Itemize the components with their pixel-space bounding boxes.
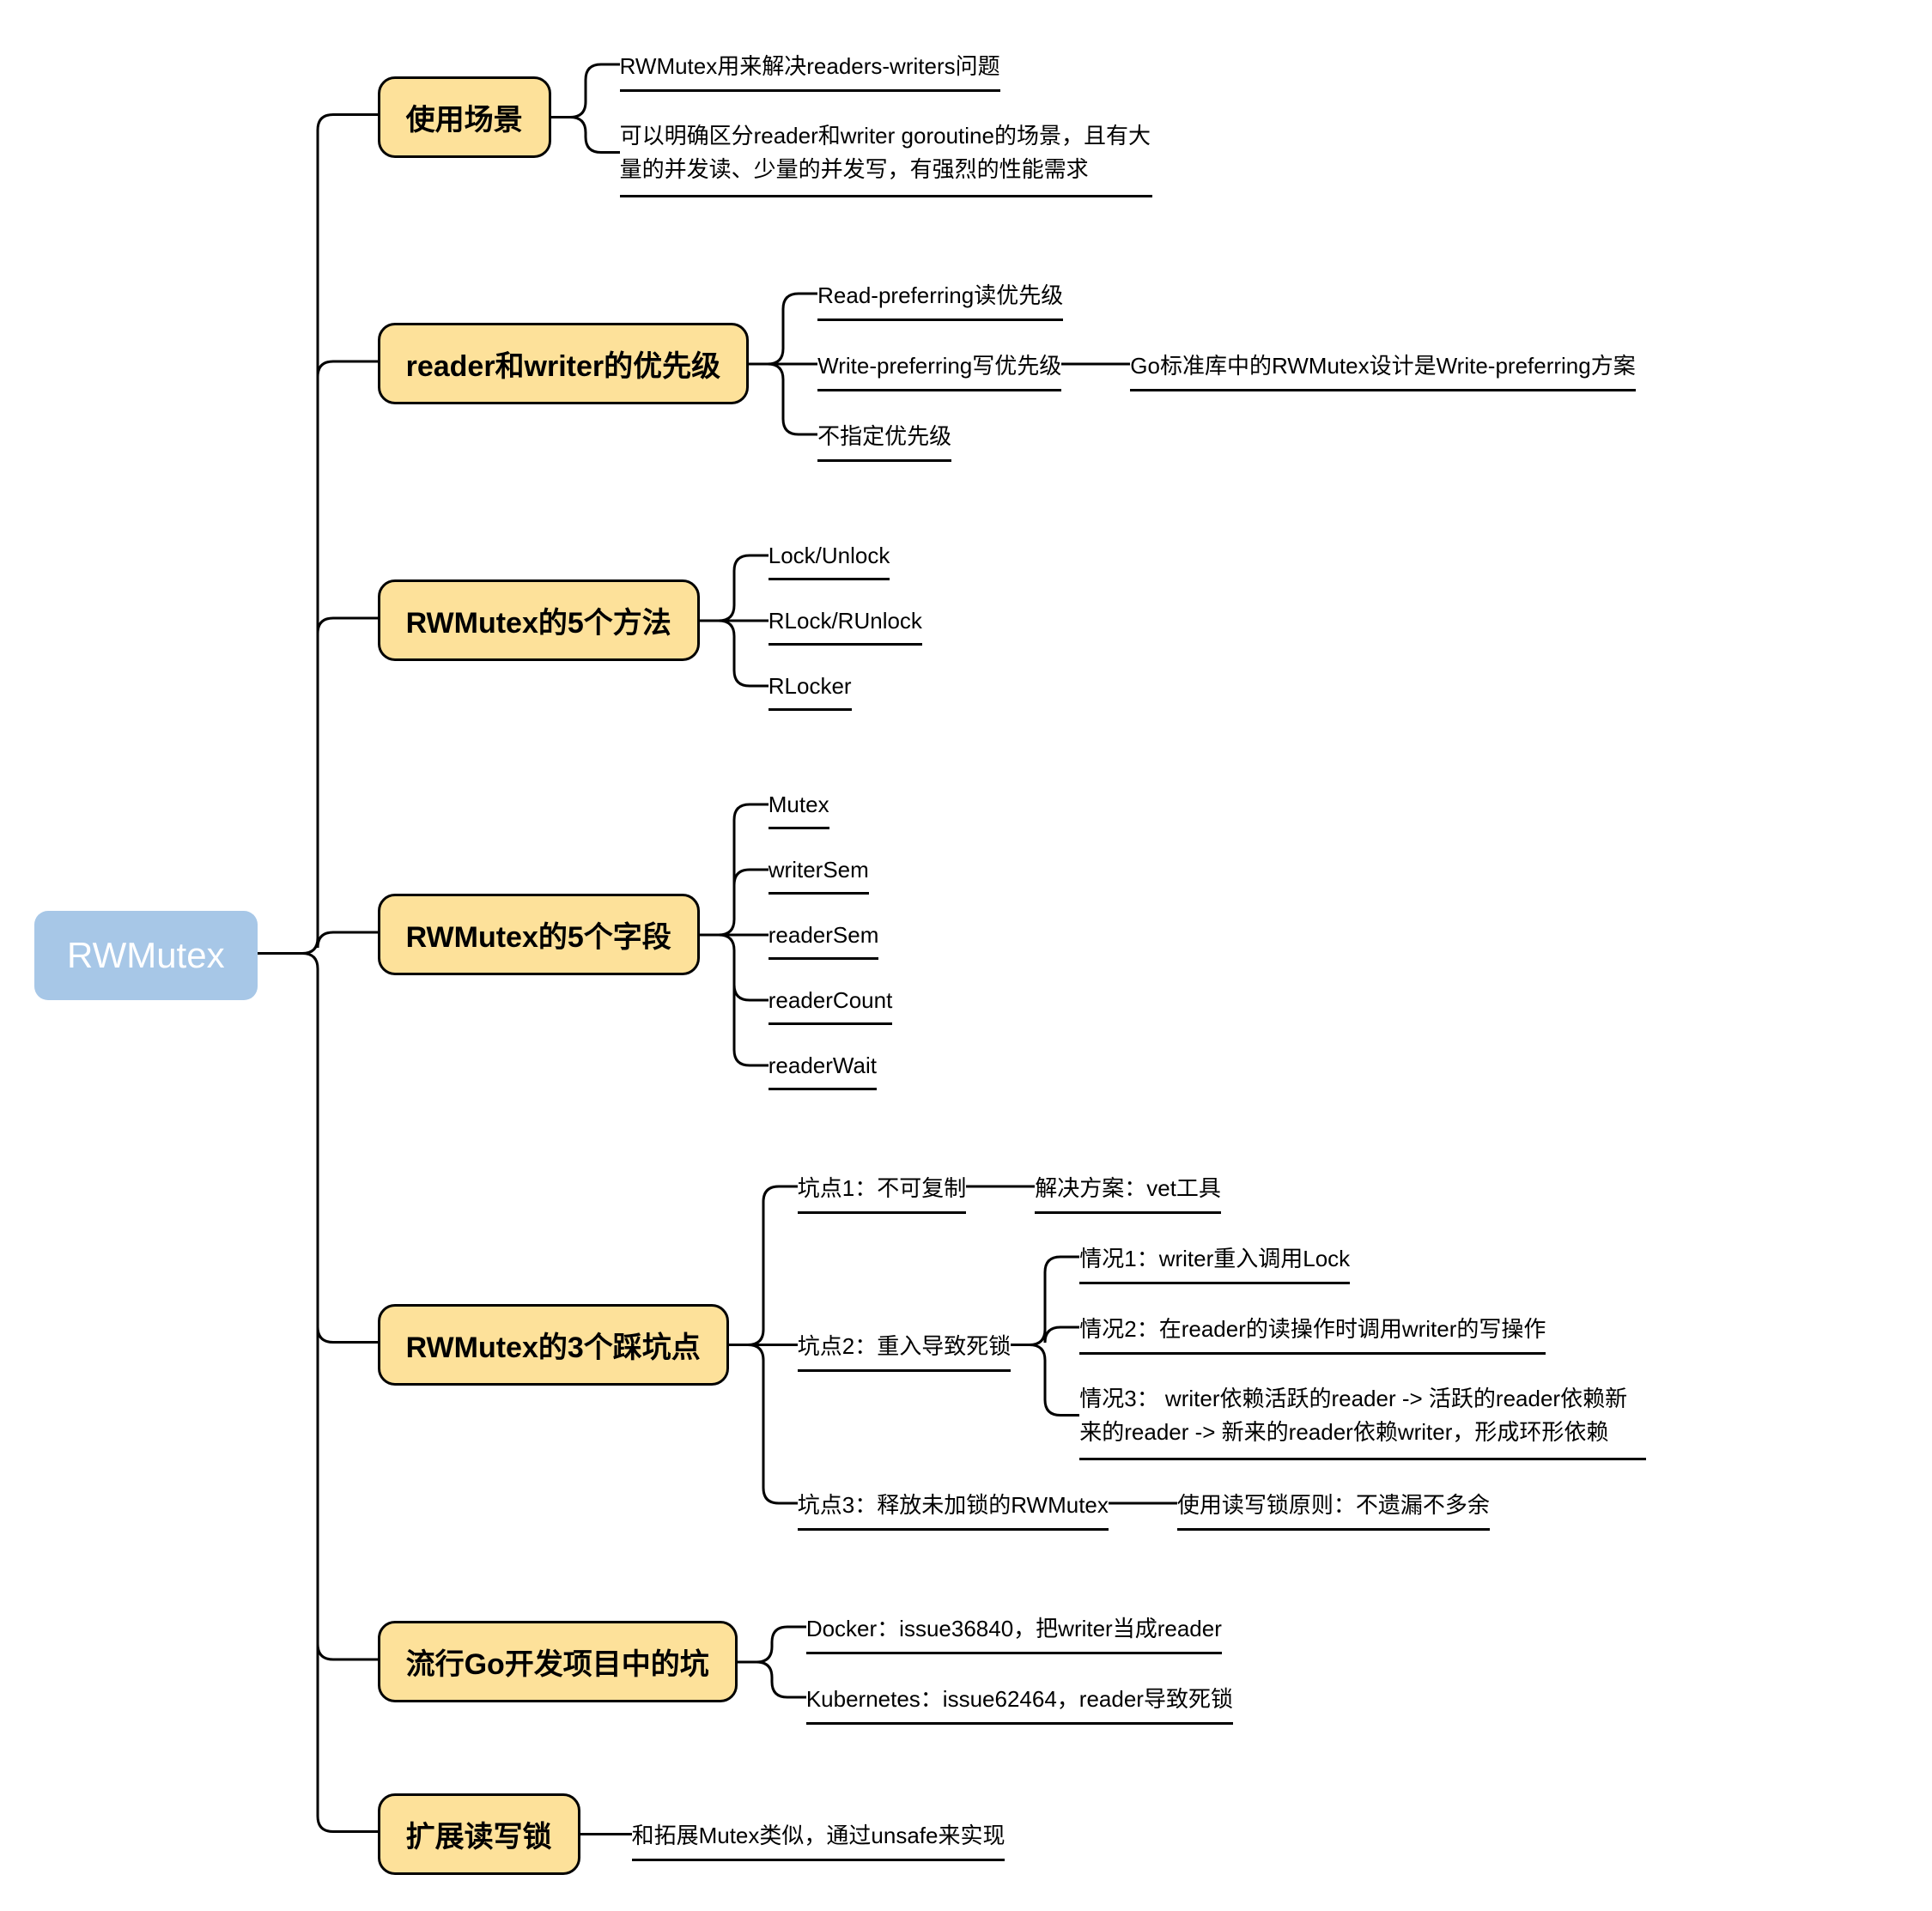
- leaf-row: 坑点1：不可复制 解决方案：vet工具: [798, 1159, 1646, 1214]
- topic-node: RWMutex的5个字段: [378, 894, 700, 975]
- topic-bracket-wrap: RWMutex用来解决readers-writers问题可以明确区分reader…: [551, 37, 1152, 197]
- leaf-row: Read-preferring读优先级: [817, 266, 1636, 321]
- connector-bracket: [1109, 1476, 1177, 1531]
- topic-node: 扩展读写锁: [378, 1793, 580, 1875]
- leaf-node: readerSem: [769, 910, 879, 960]
- connector-bracket: [1011, 1229, 1079, 1460]
- sub-stack: 解决方案：vet工具: [1035, 1159, 1221, 1214]
- sub-bracket-wrap: 解决方案：vet工具: [966, 1159, 1221, 1214]
- leaf-node: Lock/Unlock: [769, 531, 890, 580]
- leaf-row: Write-preferring写优先级 Go标准库中的RWMutex设计是Wri…: [817, 337, 1636, 391]
- topic-bracket-wrap: 坑点1：不可复制 解决方案：vet工具坑点2：重入导致死锁 情况1：writer重入…: [729, 1159, 1646, 1531]
- leaf-row: RLock/RUnlock: [769, 596, 922, 646]
- leaf-node: 和拓展Mutex类似，通过unsafe来实现: [632, 1806, 1005, 1861]
- leaf-row: 可以明确区分reader和writer goroutine的场景，且有大量的并发…: [620, 107, 1152, 197]
- connector-bracket: [1061, 337, 1130, 391]
- leaf-node: writerSem: [769, 845, 869, 895]
- leaf-stack: 坑点1：不可复制 解决方案：vet工具坑点2：重入导致死锁 情况1：writer重入…: [798, 1159, 1646, 1531]
- branch-row: RWMutex的5个方法 Lock/Unlock RLock/RUnlock RLoc…: [378, 531, 1647, 711]
- topic-bracket-wrap: Mutex writerSem readerSem readerCount reader…: [700, 780, 893, 1090]
- leaf-node: readerCount: [769, 975, 893, 1025]
- leaf-node: Write-preferring写优先级: [817, 337, 1061, 391]
- topic-node: RWMutex的5个方法: [378, 579, 700, 661]
- leaf-node: 不指定优先级: [817, 407, 951, 462]
- sub-bracket-wrap: 情况1：writer重入调用Lock 情况2：在reader的读操作时调用writ…: [1011, 1229, 1646, 1460]
- leaf-row: RLocker: [769, 661, 922, 711]
- mindmap-root-container: RWMutex 使用场景 RWMutex用来解决readers-writers问题…: [34, 34, 1898, 1877]
- leaf-row: Kubernetes：issue62464，reader导致死锁: [806, 1670, 1233, 1725]
- leaf-node: 坑点2：重入导致死锁: [798, 1317, 1011, 1372]
- sub-stack: 情况1：writer重入调用Lock 情况2：在reader的读操作时调用writ…: [1079, 1229, 1646, 1460]
- leaf-node: 坑点1：不可复制: [798, 1159, 966, 1214]
- leaf-node: Kubernetes：issue62464，reader导致死锁: [806, 1670, 1233, 1725]
- leaf-row: 情况2：在reader的读操作时调用writer的写操作: [1079, 1300, 1646, 1355]
- leaf-row: Docker：issue36840，把writer当成reader: [806, 1599, 1233, 1654]
- leaf-node: 使用读写锁原则：不遗漏不多余: [1177, 1476, 1490, 1531]
- sub-bracket-wrap: Go标准库中的RWMutex设计是Write-preferring方案: [1061, 337, 1635, 391]
- leaf-row: 坑点3：释放未加锁的RWMutex 使用读写锁原则：不遗漏不多余: [798, 1476, 1646, 1531]
- branch-row: 扩展读写锁和拓展Mutex类似，通过unsafe来实现: [378, 1793, 1647, 1875]
- leaf-row: Mutex: [769, 780, 893, 829]
- leaf-node: 情况3： writer依赖活跃的reader -> 活跃的reader依赖新来的…: [1079, 1370, 1646, 1460]
- leaf-node: readerWait: [769, 1040, 877, 1090]
- topic-node: 流行Go开发项目中的坑: [378, 1621, 738, 1702]
- topic-node: reader和writer的优先级: [378, 323, 750, 404]
- leaf-stack: Read-preferring读优先级 Write-preferring写优先级 G…: [817, 266, 1636, 462]
- topic-bracket-wrap: Lock/Unlock RLock/RUnlock RLocker: [700, 531, 922, 711]
- topic-bracket-wrap: Read-preferring读优先级 Write-preferring写优先级 G…: [749, 266, 1636, 462]
- leaf-node: Docker：issue36840，把writer当成reader: [806, 1599, 1222, 1654]
- leaf-row: 不指定优先级: [817, 407, 1636, 462]
- leaf-node: 情况1：writer重入调用Lock: [1079, 1229, 1350, 1284]
- leaf-node: Mutex: [769, 780, 829, 829]
- connector-bracket: [551, 37, 620, 197]
- topic-bracket-wrap: Docker：issue36840，把writer当成reader Kuberne…: [738, 1599, 1233, 1725]
- topic-node: 使用场景: [378, 76, 551, 158]
- branch-row: reader和writer的优先级 Read-preferring读优先级 Writ…: [378, 266, 1647, 462]
- leaf-node: 解决方案：vet工具: [1035, 1159, 1221, 1214]
- connector-line: [580, 1833, 632, 1835]
- connector-bracket: [700, 780, 769, 1090]
- leaf-stack: Lock/Unlock RLock/RUnlock RLocker: [769, 531, 922, 711]
- leaf-node: 可以明确区分reader和writer goroutine的场景，且有大量的并发…: [620, 107, 1152, 197]
- connector-bracket: [258, 34, 378, 1872]
- leaf-node: RLocker: [769, 661, 852, 711]
- leaf-node: Go标准库中的RWMutex设计是Write-preferring方案: [1130, 337, 1635, 391]
- leaf-row: 情况1：writer重入调用Lock: [1079, 1229, 1646, 1284]
- branches-container: 使用场景 RWMutex用来解决readers-writers问题可以明确区分re…: [378, 37, 1647, 1875]
- leaf-row: readerCount: [769, 975, 893, 1025]
- leaf-stack: Docker：issue36840，把writer当成reader Kuberne…: [806, 1599, 1233, 1725]
- leaf-stack: Mutex writerSem readerSem readerCount reader…: [769, 780, 893, 1090]
- sub-stack: 使用读写锁原则：不遗漏不多余: [1177, 1476, 1490, 1531]
- root-bracket: [258, 34, 378, 1877]
- leaf-node: Read-preferring读优先级: [817, 266, 1063, 321]
- leaf-row: 解决方案：vet工具: [1035, 1159, 1221, 1214]
- connector-bracket: [729, 1159, 798, 1531]
- leaf-row: readerWait: [769, 1040, 893, 1090]
- leaf-row: readerSem: [769, 910, 893, 960]
- sub-stack: Go标准库中的RWMutex设计是Write-preferring方案: [1130, 337, 1635, 391]
- branch-row: RWMutex的3个踩坑点 坑点1：不可复制 解决方案：vet工具坑点2：重入导致死…: [378, 1159, 1647, 1531]
- leaf-row: 使用读写锁原则：不遗漏不多余: [1177, 1476, 1490, 1531]
- branch-row: 使用场景 RWMutex用来解决readers-writers问题可以明确区分re…: [378, 37, 1647, 197]
- connector-bracket: [749, 266, 817, 462]
- branch-row: RWMutex的5个字段 Mutex writerSem readerSem reade…: [378, 780, 1647, 1090]
- connector-bracket: [738, 1599, 806, 1725]
- leaf-node: 情况2：在reader的读操作时调用writer的写操作: [1079, 1300, 1546, 1355]
- connector-bracket: [700, 531, 769, 711]
- root-node: RWMutex: [34, 911, 258, 1000]
- leaf-row: writerSem: [769, 845, 893, 895]
- leaf-node: RLock/RUnlock: [769, 596, 922, 646]
- sub-bracket-wrap: 使用读写锁原则：不遗漏不多余: [1109, 1476, 1490, 1531]
- leaf-node: 坑点3：释放未加锁的RWMutex: [798, 1476, 1109, 1531]
- leaf-row: Go标准库中的RWMutex设计是Write-preferring方案: [1130, 337, 1635, 391]
- leaf-row: 坑点2：重入导致死锁 情况1：writer重入调用Lock 情况2：在reader的…: [798, 1229, 1646, 1460]
- connector-bracket: [966, 1159, 1035, 1214]
- leaf-row: Lock/Unlock: [769, 531, 922, 580]
- topic-node: RWMutex的3个踩坑点: [378, 1304, 729, 1386]
- leaf-stack: RWMutex用来解决readers-writers问题可以明确区分reader…: [620, 37, 1152, 197]
- branch-row: 流行Go开发项目中的坑 Docker：issue36840，把writer当成re…: [378, 1599, 1647, 1725]
- leaf-row: RWMutex用来解决readers-writers问题: [620, 37, 1152, 92]
- leaf-node: RWMutex用来解决readers-writers问题: [620, 37, 1000, 92]
- leaf-row: 情况3： writer依赖活跃的reader -> 活跃的reader依赖新来的…: [1079, 1370, 1646, 1460]
